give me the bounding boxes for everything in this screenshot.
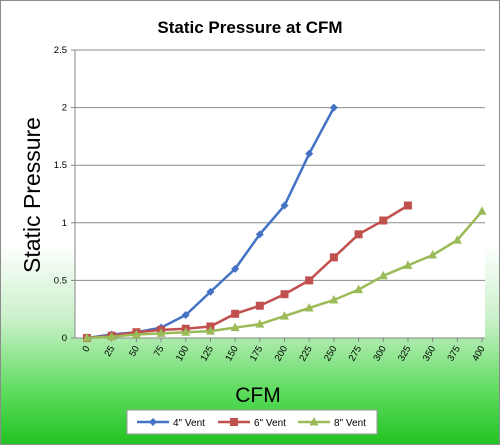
data-point — [354, 230, 363, 239]
x-tick-label: 125 — [199, 344, 216, 363]
data-point — [181, 327, 191, 336]
data-point — [231, 309, 240, 318]
data-point — [205, 326, 215, 335]
series-layer — [82, 103, 487, 342]
data-point — [149, 418, 157, 426]
x-tick-label: 200 — [273, 344, 290, 363]
x-tick-label: 250 — [322, 344, 339, 363]
data-point — [181, 310, 190, 319]
data-point — [230, 322, 240, 332]
x-axis-title: CFM — [235, 384, 281, 407]
x-tick-label: 0 — [80, 344, 92, 354]
axes — [74, 50, 485, 339]
data-point — [329, 253, 338, 262]
x-tick-label: 25 — [102, 344, 117, 359]
x-tick-label: 150 — [223, 344, 240, 363]
series-line — [86, 204, 409, 340]
x-tick-label: 300 — [371, 344, 388, 363]
legend-label: 8" Vent — [334, 418, 366, 429]
y-axis-title: Static Pressure — [19, 117, 45, 273]
x-tick-label: 100 — [174, 344, 191, 363]
plot-background — [75, 50, 485, 338]
data-point — [309, 417, 319, 426]
y-tick-label: 1 — [62, 218, 67, 229]
data-point — [107, 331, 117, 341]
y-tick-label: 0.5 — [54, 275, 67, 286]
data-point — [379, 216, 388, 225]
x-tick-label: 400 — [470, 344, 487, 363]
x-tick-labels: 0 25 50 75 100 125 150 175 200 225 250 275 300 325 350… — [80, 338, 488, 363]
x-tick-label: 275 — [347, 344, 364, 363]
data-point — [255, 230, 264, 239]
data-point — [305, 276, 314, 285]
y-tick-label: 1.5 — [54, 160, 67, 171]
data-point — [304, 303, 314, 312]
data-point — [255, 319, 265, 328]
series-2 — [82, 206, 487, 342]
legend-item: 6" Vent — [218, 418, 286, 429]
data-point — [206, 287, 215, 296]
y-tick-labels: 0 0.5 1 1.5 2 2.5 — [54, 45, 67, 344]
data-point — [378, 270, 388, 280]
x-tick-label: 75 — [152, 344, 167, 359]
data-point — [354, 284, 364, 294]
data-point — [477, 206, 487, 215]
y-tick-label: 0 — [62, 333, 67, 344]
legend-item: 8" Vent — [298, 417, 366, 429]
data-point — [329, 103, 338, 112]
y-tick-label: 2.5 — [54, 45, 67, 56]
legend-label: 6" Vent — [254, 418, 286, 429]
data-point — [329, 294, 339, 304]
data-point — [230, 418, 238, 426]
data-point — [403, 260, 413, 269]
data-point — [156, 328, 166, 337]
legend: 4" Vent 6" Vent 8" Vent — [126, 409, 378, 435]
chart-title: Static Pressure at CFM — [157, 18, 342, 37]
x-tick-label: 50 — [127, 344, 142, 359]
data-point — [280, 201, 289, 210]
data-point — [131, 329, 141, 339]
gridlines — [71, 49, 485, 339]
x-tick-label: 325 — [396, 344, 413, 363]
legend-label: 4" Vent — [173, 418, 205, 429]
data-point — [280, 311, 289, 320]
data-point — [255, 301, 264, 310]
data-point — [428, 250, 438, 259]
data-point — [452, 235, 462, 244]
x-tick-label: 225 — [297, 344, 314, 363]
x-tick-label: 350 — [421, 344, 438, 363]
y-tick-label: 2 — [62, 103, 67, 114]
x-tick-label: 175 — [248, 344, 265, 363]
data-point — [305, 149, 314, 158]
data-point — [231, 264, 240, 273]
data-point — [280, 290, 289, 299]
data-point — [82, 333, 92, 342]
data-point — [403, 201, 412, 210]
plot-area — [75, 50, 485, 338]
x-tick-label: 375 — [445, 344, 462, 363]
legend-item: 4" Vent — [137, 418, 205, 429]
